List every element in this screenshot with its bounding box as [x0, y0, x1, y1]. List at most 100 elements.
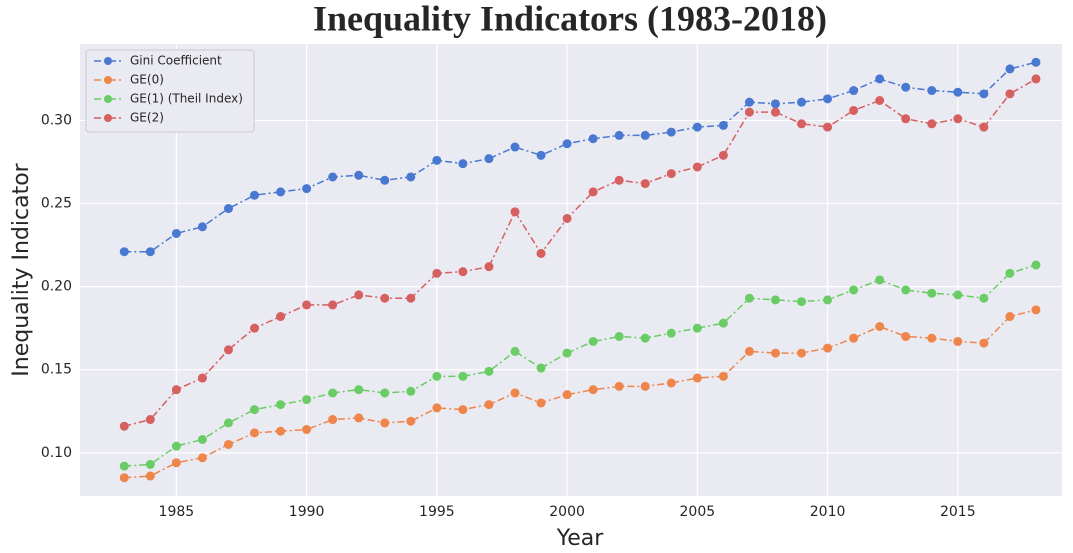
- data-point: [510, 142, 520, 152]
- data-point: [849, 285, 859, 295]
- data-point: [380, 175, 390, 185]
- data-point: [510, 207, 520, 217]
- data-point: [666, 378, 676, 388]
- x-tick-label: 1985: [159, 504, 195, 520]
- data-point: [614, 381, 624, 391]
- data-point: [276, 312, 286, 322]
- data-point: [770, 348, 780, 358]
- data-point: [770, 295, 780, 305]
- data-point: [432, 371, 442, 381]
- data-point: [223, 418, 233, 428]
- data-point: [484, 400, 494, 410]
- data-point: [875, 275, 885, 285]
- data-point: [692, 122, 702, 132]
- legend-label: GE(1) (Theil Index): [130, 92, 243, 106]
- data-point: [484, 366, 494, 376]
- data-point: [171, 458, 181, 468]
- data-point: [223, 439, 233, 449]
- data-point: [744, 346, 754, 356]
- data-point: [536, 398, 546, 408]
- data-point: [119, 247, 129, 257]
- data-point: [171, 228, 181, 238]
- data-point: [588, 336, 598, 346]
- data-point: [276, 187, 286, 197]
- chart-title: Inequality Indicators (1983-2018): [313, 0, 827, 38]
- data-point: [1005, 64, 1015, 74]
- data-point: [901, 331, 911, 341]
- data-point: [223, 345, 233, 355]
- data-point: [979, 338, 989, 348]
- data-point: [171, 385, 181, 395]
- data-point: [302, 425, 312, 435]
- data-point: [953, 290, 963, 300]
- data-point: [562, 390, 572, 400]
- data-point: [302, 395, 312, 405]
- legend-box: [85, 49, 255, 133]
- data-point: [536, 363, 546, 373]
- data-point: [276, 400, 286, 410]
- y-tick-label: 0.25: [41, 196, 72, 212]
- data-point: [302, 300, 312, 310]
- data-point: [927, 119, 937, 129]
- legend-marker: [104, 114, 112, 122]
- data-point: [1005, 89, 1015, 99]
- data-point: [692, 162, 702, 172]
- data-point: [223, 204, 233, 214]
- data-point: [614, 175, 624, 185]
- data-point: [380, 418, 390, 428]
- data-point: [1031, 57, 1041, 67]
- data-point: [406, 293, 416, 303]
- data-point: [718, 371, 728, 381]
- data-point: [250, 190, 260, 200]
- data-point: [953, 87, 963, 97]
- data-point: [927, 86, 937, 96]
- data-point: [250, 323, 260, 333]
- x-tick-label: 2005: [680, 504, 716, 520]
- data-point: [979, 122, 989, 132]
- data-point: [875, 96, 885, 105]
- data-point: [432, 155, 442, 165]
- data-point: [302, 184, 312, 194]
- data-point: [640, 130, 650, 140]
- data-point: [797, 97, 807, 107]
- legend-marker: [104, 76, 112, 84]
- data-point: [1031, 260, 1041, 270]
- data-point: [875, 322, 885, 331]
- data-point: [510, 388, 520, 398]
- data-point: [823, 343, 833, 353]
- data-point: [1031, 305, 1041, 315]
- data-point: [770, 107, 780, 117]
- data-point: [666, 127, 676, 137]
- data-point: [510, 346, 520, 356]
- data-point: [250, 405, 260, 415]
- data-point: [614, 130, 624, 140]
- data-point: [901, 285, 911, 295]
- y-tick-label: 0.10: [41, 445, 72, 461]
- data-point: [328, 415, 338, 425]
- data-point: [823, 122, 833, 132]
- data-point: [328, 300, 338, 310]
- data-point: [276, 426, 286, 436]
- data-point: [1005, 312, 1015, 322]
- data-point: [354, 385, 364, 395]
- grid: [80, 44, 1062, 496]
- data-point: [484, 154, 494, 164]
- data-point: [197, 222, 207, 232]
- data-point: [119, 421, 129, 431]
- data-point: [666, 328, 676, 338]
- y-tick-label: 0.30: [41, 112, 72, 128]
- data-point: [328, 388, 338, 398]
- data-point: [406, 416, 416, 426]
- data-point: [380, 388, 390, 398]
- data-point: [328, 172, 338, 182]
- data-point: [640, 333, 650, 343]
- data-point: [484, 262, 494, 272]
- data-point: [588, 187, 598, 197]
- data-point: [614, 331, 624, 341]
- data-point: [797, 348, 807, 358]
- data-point: [562, 348, 572, 358]
- data-point: [692, 323, 702, 333]
- data-point: [849, 333, 859, 343]
- x-axis-label: Year: [556, 526, 605, 551]
